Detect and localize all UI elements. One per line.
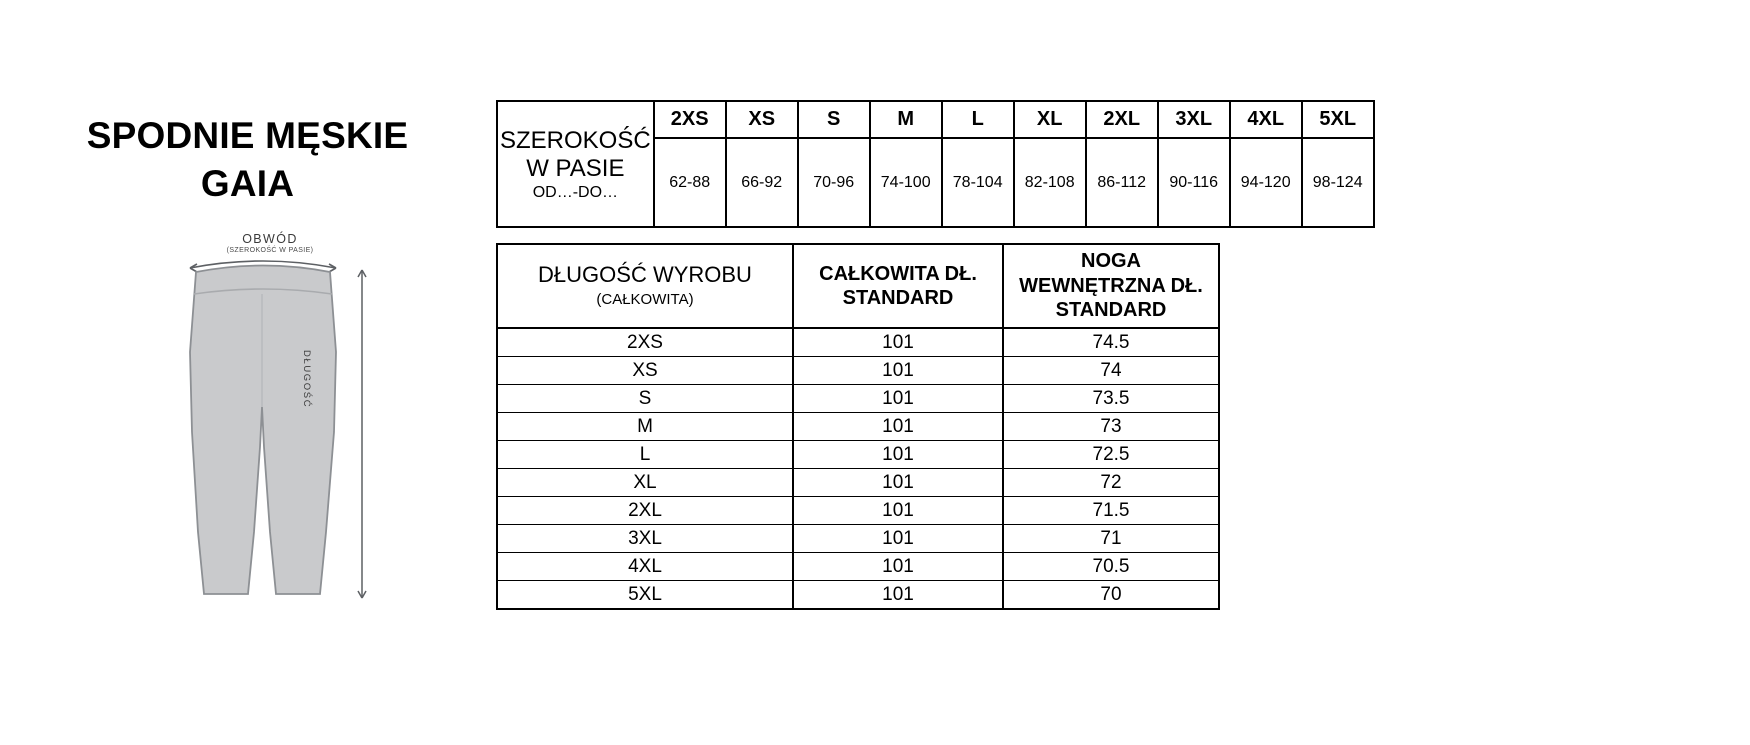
length-arrow-top [357,269,367,278]
waist-measure-label-main: OBWÓD [242,232,298,246]
length-measure-label: DŁUGOŚĆ [301,350,312,409]
waist-table-row-header: SZEROKOŚĆ W PASIE OD…-DO… [496,100,655,228]
trousers-body [189,264,337,595]
page-title: SPODNIE MĘSKIE GAIA [0,112,495,208]
waist-value-cell: 94-120 [1228,137,1303,228]
waist-value-cell: 86-112 [1084,137,1159,228]
size-cell: S [496,384,794,413]
size-header-cell: 5XL [1300,99,1375,140]
length-col2-header: CAŁKOWITA DŁ. STANDARD [792,243,1004,329]
waist-measure-label: OBWÓD (SZEROKOŚĆ W PASIE) [190,232,350,254]
size-cell: 3XL [496,524,794,553]
table-row: XS 101 74 [496,356,1220,385]
table-row: 2XS 101 74.5 [496,327,1220,357]
length-table-header-row: DŁUGOŚĆ WYROBU (CAŁKOWITA) CAŁKOWITA DŁ.… [496,243,1220,329]
total-length-cell: 101 [792,440,1004,469]
size-header-cell: 2XS [652,99,727,140]
total-length-cell: 101 [792,524,1004,553]
waist-value-cell: 70-96 [796,137,871,228]
table-row: 5XL 101 70 [496,580,1220,610]
table-row: L 101 72.5 [496,440,1220,469]
product-illustration-panel: SPODNIE MĘSKIE GAIA OBWÓD (SZEROKOŚĆ W P… [0,0,495,745]
inseam-length-cell: 70.5 [1002,552,1220,581]
waist-value-cell: 90-116 [1156,137,1231,228]
waist-header-line1: SZEROKOŚĆ [500,127,651,155]
size-header-cell: 2XL [1084,99,1159,140]
size-cell: 2XS [496,327,794,357]
size-header-cell: M [868,99,943,140]
waist-value-cell: 78-104 [940,137,1015,228]
waist-value-cell: 62-88 [652,137,727,228]
size-cell: 2XL [496,496,794,525]
total-length-cell: 101 [792,356,1004,385]
length-col1-header: DŁUGOŚĆ WYROBU (CAŁKOWITA) [496,243,794,329]
waist-value-cell: 74-100 [868,137,943,228]
product-title-line2: GAIA [200,163,295,205]
table-row: XL 101 72 [496,468,1220,497]
inseam-length-cell: 74.5 [1002,327,1220,357]
total-length-cell: 101 [792,496,1004,525]
length-size-table: DŁUGOŚĆ WYROBU (CAŁKOWITA) CAŁKOWITA DŁ.… [496,243,1220,610]
size-cell: M [496,412,794,441]
size-header-cell: S [796,99,871,140]
inseam-length-cell: 74 [1002,356,1220,385]
total-length-cell: 101 [792,412,1004,441]
waist-arc [189,260,337,269]
waist-header-sub: OD…-DO… [532,184,619,202]
total-length-cell: 101 [792,384,1004,413]
total-length-cell: 101 [792,580,1004,610]
table-row: M 101 73 [496,412,1220,441]
waistband-line [193,288,333,295]
size-cell: L [496,440,794,469]
product-title-line1: SPODNIE MĘSKIE [86,115,409,156]
trousers-svg [189,260,367,599]
inseam-length-cell: 71 [1002,524,1220,553]
waist-header-line2: W PASIE [526,155,625,183]
size-header-cell: XS [724,99,799,140]
length-col1-header-main: DŁUGOŚĆ WYROBU [538,262,752,288]
total-length-cell: 101 [792,327,1004,357]
total-length-cell: 101 [792,552,1004,581]
waist-table-header-row: SZEROKOŚĆ W PASIE OD…-DO… 2XS XS S M L X… [496,99,1375,228]
size-header-cell: 3XL [1156,99,1231,140]
table-row: 2XL 101 71.5 [496,496,1220,525]
length-col1-header-sub: (CAŁKOWITA) [596,291,694,309]
size-header-cell: XL [1012,99,1087,140]
waist-size-table: SZEROKOŚĆ W PASIE OD…-DO… 2XS XS S M L X… [496,99,1375,228]
length-col3-header: NOGA WEWNĘTRZNA DŁ. STANDARD [1002,243,1220,329]
size-header-cell: 4XL [1228,99,1303,140]
table-row: 3XL 101 71 [496,524,1220,553]
size-header-cell: L [940,99,1015,140]
trousers-diagram: OBWÓD (SZEROKOŚĆ W PASIE) DŁUGOŚĆ [150,232,390,607]
inseam-length-cell: 72.5 [1002,440,1220,469]
waist-value-cell: 66-92 [724,137,799,228]
inseam-length-cell: 73.5 [1002,384,1220,413]
inseam-length-cell: 72 [1002,468,1220,497]
size-cell: 5XL [496,580,794,610]
inseam-length-cell: 71.5 [1002,496,1220,525]
total-length-cell: 101 [792,468,1004,497]
table-row: S 101 73.5 [496,384,1220,413]
waist-measure-label-sub: (SZEROKOŚĆ W PASIE) [226,247,314,254]
waist-value-cell: 98-124 [1300,137,1375,228]
size-cell: XL [496,468,794,497]
size-cell: 4XL [496,552,794,581]
table-row: 4XL 101 70.5 [496,552,1220,581]
waist-value-cell: 82-108 [1012,137,1087,228]
size-cell: XS [496,356,794,385]
inseam-length-cell: 70 [1002,580,1220,610]
waist-table-value-row: 62-88 66-92 70-96 74-100 78-104 82-108 8… [497,137,1375,228]
inseam-length-cell: 73 [1002,412,1220,441]
length-arrow-bottom [357,590,367,599]
